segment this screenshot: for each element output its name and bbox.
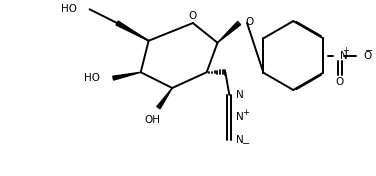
Text: N: N [236,90,244,100]
Text: −: − [365,46,373,56]
Polygon shape [116,21,149,41]
Text: +: + [342,46,349,55]
Polygon shape [157,88,172,109]
Text: N: N [236,135,244,145]
Text: OH: OH [144,115,161,125]
Text: O: O [189,11,197,21]
Polygon shape [217,21,241,43]
Text: N: N [236,112,244,122]
Text: O: O [335,77,344,87]
Text: +: + [242,108,249,117]
Text: O: O [245,17,253,27]
Text: N: N [340,51,347,61]
Polygon shape [113,72,141,80]
Text: HO: HO [61,4,77,14]
Text: O: O [363,51,371,61]
Text: −: − [242,139,250,149]
Text: HO: HO [84,73,100,83]
